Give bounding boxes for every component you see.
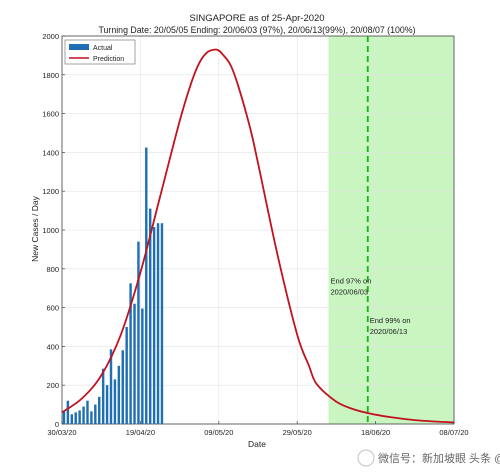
chart-title: SINGAPORE as of 25-Apr-2020 [189,13,324,24]
actual-bar [121,350,124,424]
actual-bar [145,147,148,425]
plot-area: 0 200 400 600 800 1000 1200 1400 1600 1800 2000 30/… [42,32,468,437]
x-tick-label: 08/07/20 [439,428,468,437]
annotation-text: 2020/06/13 [370,327,408,336]
actual-bar [66,400,70,424]
actual-bar [133,303,136,424]
actual-bar [70,414,74,424]
annotation-text: End 97% on [331,276,372,285]
watermark: 微信号：新加坡眼 头条 @新加坡眼 [357,449,500,467]
actual-bar [129,283,132,424]
x-tick-label: 18/06/20 [361,428,390,437]
actual-bar [90,411,93,424]
actual-bar [105,385,109,424]
x-tick-label: 19/04/20 [126,428,155,437]
actual-bar [78,410,81,424]
y-tick-label: 200 [46,381,59,390]
actual-bar [82,406,85,424]
actual-bar [94,404,97,424]
chart-subtitle: Turning Date: 20/05/05 Ending: 20/06/03 … [98,25,415,35]
y-tick-label: 2000 [42,32,59,41]
legend-prediction-label: Prediction [93,56,124,63]
y-tick-label: 1000 [42,226,59,235]
actual-bar [86,400,89,424]
actual-bar [117,365,121,424]
actual-bar [101,368,105,424]
y-tick-label: 1400 [42,148,59,157]
actual-bar [148,208,152,424]
y-tick-label: 400 [46,342,59,351]
x-tick-label: 29/05/20 [283,428,312,437]
y-tick-label: 1200 [42,187,59,196]
actual-bar [109,349,113,424]
wechat-icon [357,449,375,467]
annotation-text: End 99% on [370,316,411,325]
y-tick-label: 600 [46,304,59,313]
y-tick-label: 1600 [42,110,59,119]
actual-bar [125,327,128,424]
x-tick-label: 09/05/20 [204,428,233,437]
actual-bar [74,412,77,424]
x-axis-label: Date [248,439,266,449]
actual-bar [152,227,156,424]
actual-bar [141,308,144,424]
legend-actual-label: Actual [93,45,113,52]
legend-actual-swatch [69,44,89,50]
y-tick-label: 1800 [42,71,59,80]
y-tick-label: 0 [55,420,59,429]
actual-bar [156,223,160,424]
prediction-line [61,48,455,424]
watermark-text: 微信号：新加坡眼 头条 @新加坡眼 [378,451,500,465]
legend: Actual Prediction [64,39,136,65]
y-tick-label: 800 [46,265,59,274]
actual-bar [98,396,101,424]
y-axis-label: New Cases / Day [30,195,40,261]
actual-bar [137,241,140,424]
annotation-text: 2020/06/03 [331,287,369,296]
actual-bar [113,379,117,424]
actual-bar [160,223,164,424]
actual-bar [62,411,66,424]
x-tick-label: 30/03/20 [47,428,76,437]
